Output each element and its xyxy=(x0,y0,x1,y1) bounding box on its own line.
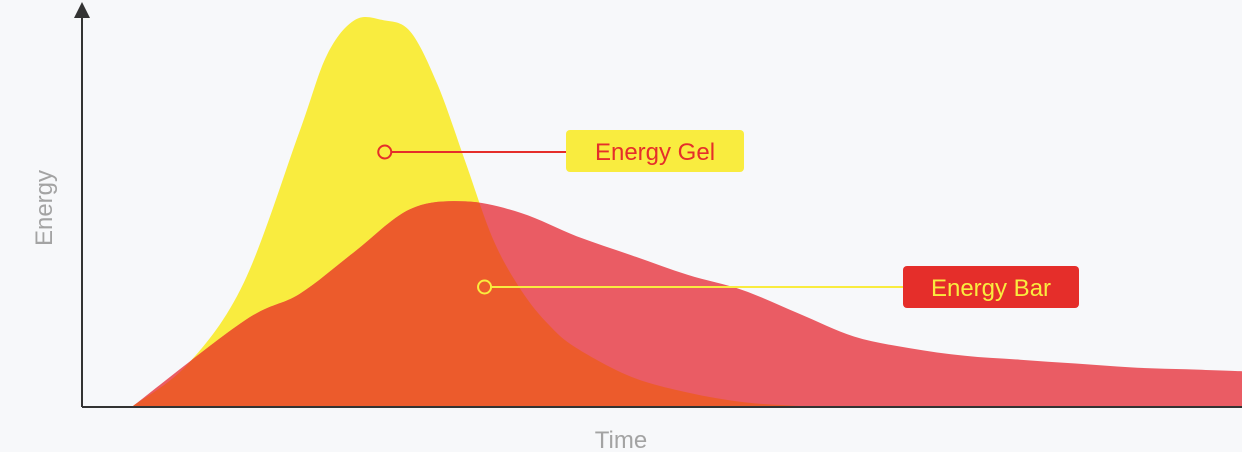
y-axis-label: Energy xyxy=(31,170,58,246)
callout-label-energy-bar: Energy Bar xyxy=(931,275,1051,302)
callout-energy-bar: Energy Bar xyxy=(477,266,1079,308)
callouts: Energy Gel Energy Bar xyxy=(377,130,1079,308)
callout-marker xyxy=(377,144,393,160)
callout-energy-gel: Energy Gel xyxy=(377,130,744,172)
callout-marker xyxy=(477,279,493,295)
area-layer xyxy=(133,16,1242,407)
axes: Time Energy xyxy=(31,2,1242,452)
callout-box xyxy=(903,266,1079,308)
callout-label-energy-gel: Energy Gel xyxy=(595,139,715,166)
x-axis-label: Time xyxy=(595,427,647,452)
y-axis-arrow-icon xyxy=(74,2,90,18)
callout-box xyxy=(566,130,744,172)
